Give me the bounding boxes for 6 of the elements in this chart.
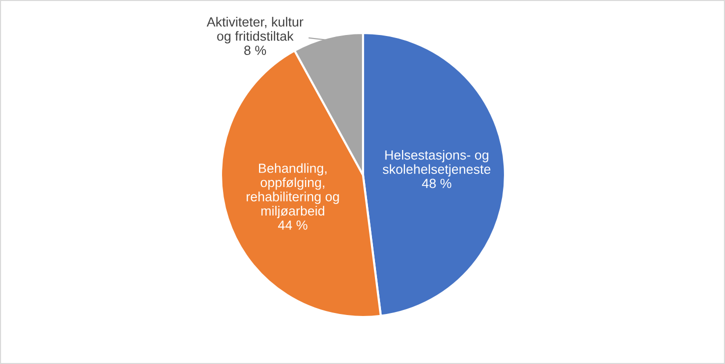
data-label: 44 %	[278, 220, 308, 230]
slice-label: Behandling, oppfølging, rehabilitering og miljøarbeid	[246, 163, 339, 218]
slice-label: Aktiviteter, kultur og fritidstiltak	[206, 16, 304, 44]
slice-label: Helsestasjons- og skolehelsetjeneste	[382, 150, 490, 177]
data-label: 8 %	[244, 46, 266, 56]
data-label: 48 %	[422, 178, 452, 188]
